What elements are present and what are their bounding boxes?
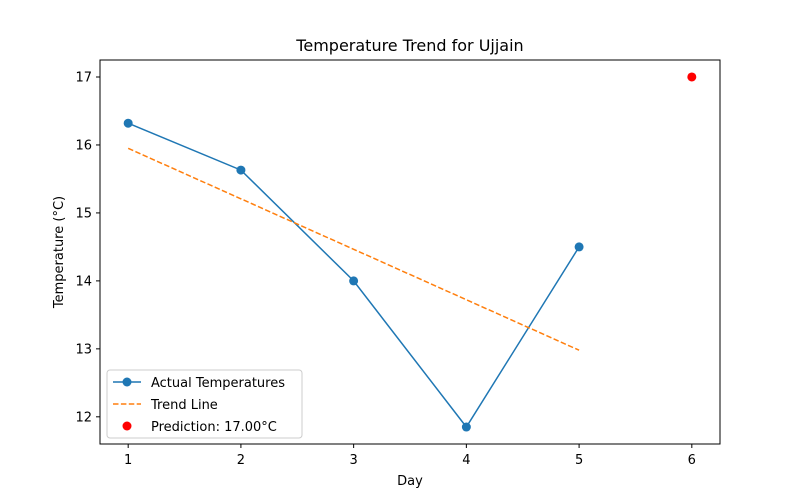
x-tick-label: 4 [462,453,470,468]
legend-prediction-marker-icon [122,421,132,431]
legend-actual-marker-icon [122,377,132,387]
x-axis-label: Day [397,474,423,489]
legend-trend-label: Trend Line [150,398,218,413]
legend-box [106,369,303,439]
y-axis-ticks: 12 13 14 15 16 17 [75,70,100,425]
actual-temperature-point [123,118,133,128]
x-tick-label: 6 [688,453,696,468]
chart-title: Temperature Trend for Ujjain [295,36,523,55]
x-tick-label: 2 [237,453,245,468]
legend-prediction-label: Prediction: 17.00°C [151,420,277,435]
actual-temperature-point [574,242,584,252]
plot-frame [99,59,721,445]
legend-actual-label: Actual Temperatures [151,376,285,391]
prediction-point [687,72,697,82]
legend: Actual Temperatures Trend Line Predictio… [106,369,303,439]
trend-line [127,147,580,351]
y-tick-label: 17 [75,70,92,85]
y-tick-label: 13 [75,342,92,357]
x-tick-label: 5 [575,453,583,468]
y-tick-label: 14 [75,274,92,289]
x-axis-ticks: 1 2 3 4 5 6 [124,444,696,468]
x-tick-label: 3 [349,453,357,468]
y-axis-label: Temperature (°C) [52,196,67,309]
x-tick-label: 1 [124,453,132,468]
actual-temperature-point [236,165,246,175]
plot-series [123,72,697,432]
y-tick-label: 12 [75,410,92,425]
y-tick-label: 15 [75,206,92,221]
actual-temperature-point [349,276,359,286]
y-tick-label: 16 [75,138,92,153]
actual-temperature-point [461,422,471,432]
